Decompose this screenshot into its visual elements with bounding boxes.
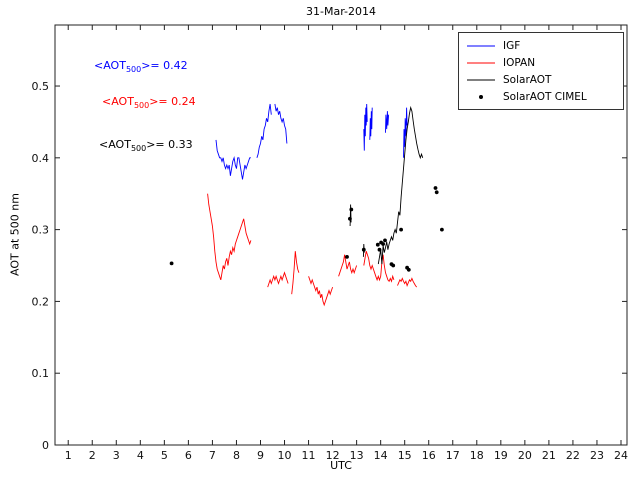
x-tick-label: 23 <box>590 449 604 462</box>
series-line-igf <box>385 111 390 133</box>
scatter-point-solaraot-cimel <box>406 267 411 272</box>
x-axis-label: UTC <box>330 459 352 472</box>
annotation-prefix: <AOT <box>102 95 134 108</box>
scatter-point-solaraot-cimel <box>377 247 382 252</box>
mean-aot-annotation-igf: <AOT500>= 0.42 <box>94 59 188 74</box>
legend-line-sample <box>467 62 495 63</box>
legend-line-sample <box>467 45 495 46</box>
x-tick-label: 3 <box>113 449 120 462</box>
annotation-prefix: <AOT <box>99 138 131 151</box>
legend-line-sample <box>467 79 495 80</box>
scatter-point-solaraot-cimel <box>381 242 385 246</box>
series-line-igf <box>369 107 373 140</box>
x-tick-label: 22 <box>566 449 580 462</box>
x-tick-label: 9 <box>257 449 264 462</box>
x-tick-label: 1 <box>65 449 72 462</box>
x-tick-label: 16 <box>422 449 436 462</box>
mean-aot-annotation-solaraot: <AOT500>= 0.33 <box>99 138 193 153</box>
x-tick-label: 10 <box>278 449 292 462</box>
chart-title: 31-Mar-2014 <box>306 5 376 18</box>
x-tick-label: 21 <box>542 449 556 462</box>
scatter-point-solaraot-cimel <box>361 247 366 252</box>
annotation-value: >= 0.33 <box>146 138 193 151</box>
scatter-point-solaraot-cimel <box>433 186 438 190</box>
plot-box <box>54 24 628 446</box>
series-line-iopan <box>308 276 334 307</box>
y-axis-label: AOT at 500 nm <box>8 193 22 276</box>
series-line-igf <box>363 103 368 151</box>
x-tick-label: 17 <box>446 449 460 462</box>
scatter-point-solaraot-cimel <box>375 242 380 247</box>
series-line-iopan <box>338 254 358 277</box>
series-line-igf <box>215 139 251 180</box>
annotation-value: >= 0.42 <box>141 59 188 72</box>
legend: IGF IOPAN SolarAOT SolarAOT CIMEL <box>458 32 624 110</box>
annotation-subscript: 500 <box>130 144 147 154</box>
mean-aot-annotation-iopan: <AOT500>= 0.24 <box>102 95 196 110</box>
scatter-point-solaraot-cimel <box>434 190 439 195</box>
x-tick-label: 6 <box>185 449 192 462</box>
legend-dot-sample <box>479 94 483 99</box>
scatter-point-solaraot-cimel <box>349 207 354 212</box>
legend-entry-solaraot: SolarAOT <box>459 71 623 88</box>
series-line-igf <box>403 107 408 158</box>
scatter-point-solaraot-cimel <box>399 227 403 232</box>
x-tick-label: 12 <box>326 449 340 462</box>
x-tick-label: 5 <box>161 449 168 462</box>
annotation-subscript: 500 <box>125 65 142 75</box>
x-tick-label: 13 <box>350 449 364 462</box>
scatter-point-solaraot-cimel <box>169 261 174 266</box>
x-tick-label: 15 <box>398 449 412 462</box>
scatter-point-solaraot-cimel <box>440 227 444 232</box>
x-tick-label: 19 <box>494 449 508 462</box>
scatter-point-solaraot-cimel <box>345 255 349 259</box>
y-tick-label: 0 <box>42 439 49 452</box>
y-tick-label: 0.4 <box>32 152 50 165</box>
legend-label: IGF <box>503 39 521 52</box>
x-tick-label: 11 <box>302 449 316 462</box>
x-tick-label: 14 <box>374 449 388 462</box>
x-tick-label: 20 <box>518 449 532 462</box>
legend-label: SolarAOT CIMEL <box>503 90 587 103</box>
scatter-point-solaraot-cimel <box>391 263 396 268</box>
y-tick-label: 0.5 <box>32 80 50 93</box>
series-line-iopan <box>267 271 289 288</box>
annotation-value: >= 0.24 <box>149 95 196 108</box>
y-tick-label: 0.3 <box>32 224 50 237</box>
legend-label: SolarAOT <box>503 73 552 86</box>
x-tick-label: 8 <box>233 449 240 462</box>
series-line-igf <box>274 103 288 144</box>
y-tick-label: 0.2 <box>32 295 50 308</box>
series-line-igf <box>256 103 272 158</box>
series-line-iopan <box>397 277 418 288</box>
x-tick-label: 2 <box>89 449 96 462</box>
annotation-prefix: <AOT <box>94 59 126 72</box>
x-tick-label: 24 <box>614 449 628 462</box>
legend-entry-igf: IGF <box>459 37 623 54</box>
legend-entry-solaraot-cimel: SolarAOT CIMEL <box>459 88 623 105</box>
legend-entry-iopan: IOPAN <box>459 54 623 71</box>
scatter-point-solaraot-cimel <box>348 216 352 221</box>
y-tick-label: 0.1 <box>32 367 50 380</box>
x-tick-label: 18 <box>470 449 484 462</box>
series-line-solaraot <box>377 105 424 265</box>
annotation-subscript: 500 <box>133 101 150 111</box>
legend-label: IOPAN <box>503 56 536 69</box>
x-tick-label: 7 <box>209 449 216 462</box>
series-line-iopan <box>207 193 252 281</box>
scatter-point-solaraot-cimel <box>383 238 387 243</box>
series-line-iopan <box>291 251 300 295</box>
series-line-iopan <box>363 251 395 283</box>
x-tick-label: 4 <box>137 449 144 462</box>
